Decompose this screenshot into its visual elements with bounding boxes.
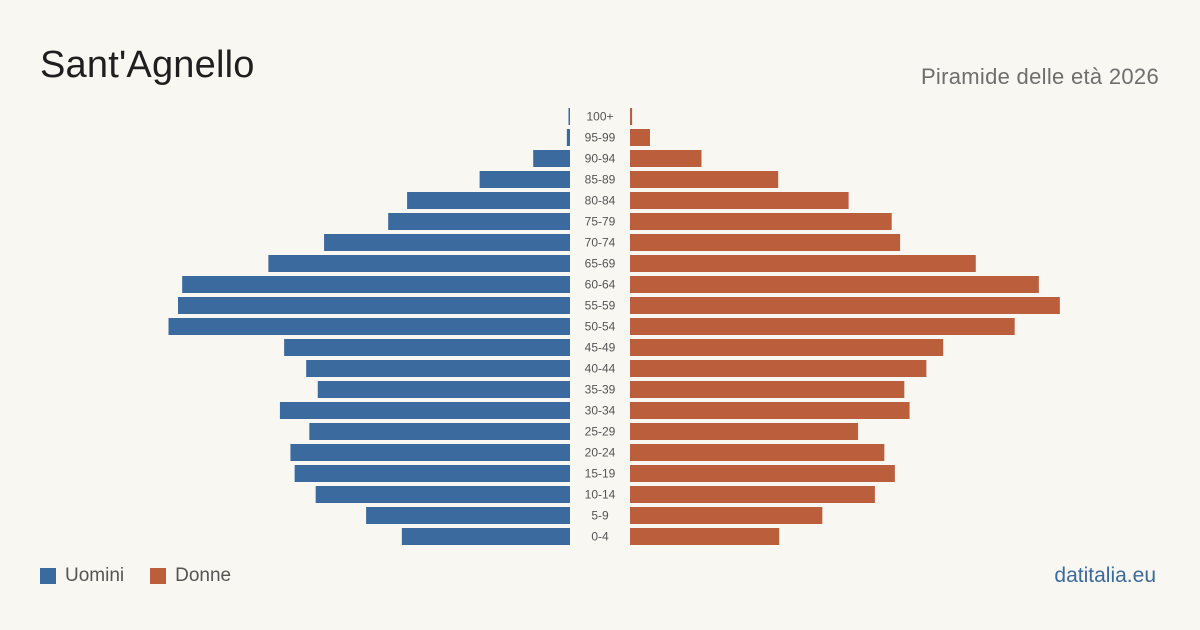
brand-link[interactable]: datitalia.eu [1054, 564, 1156, 587]
age-label-50-54: 50-54 [585, 320, 616, 334]
bar-women-70-74 [630, 234, 901, 251]
bar-women-65-69 [630, 255, 976, 272]
bar-women-60-64 [630, 276, 1039, 293]
bar-men-30-34 [279, 402, 570, 419]
age-label-20-24: 20-24 [585, 446, 616, 460]
bar-men-70-74 [324, 234, 570, 251]
bar-women-50-54 [630, 318, 1015, 335]
age-label-0-4: 0-4 [591, 530, 609, 544]
bar-women-95-99 [630, 129, 650, 146]
page-title: Sant'Agnello [40, 44, 255, 86]
chart-subtitle: Piramide delle età 2026 [920, 64, 1159, 89]
age-label-10-14: 10-14 [585, 488, 616, 502]
bar-women-55-59 [630, 297, 1060, 314]
bar-women-40-44 [630, 360, 927, 377]
age-label-65-69: 65-69 [585, 257, 616, 271]
bar-women-15-19 [630, 465, 895, 482]
legend-swatch-men [40, 568, 56, 584]
age-label-80-84: 80-84 [585, 194, 616, 208]
bar-women-30-34 [630, 402, 910, 419]
bar-men-100+ [568, 108, 570, 125]
bar-men-20-24 [290, 444, 570, 461]
bar-women-35-39 [630, 381, 905, 398]
bar-men-25-29 [309, 423, 570, 440]
bar-men-5-9 [366, 507, 570, 524]
age-label-35-39: 35-39 [585, 383, 616, 397]
bar-men-80-84 [407, 192, 570, 209]
bar-men-95-99 [566, 129, 570, 146]
age-label-70-74: 70-74 [585, 236, 616, 250]
legend-swatch-women [150, 568, 167, 584]
age-label-30-34: 30-34 [585, 404, 616, 418]
age-label-15-19: 15-19 [585, 467, 616, 481]
bar-women-10-14 [630, 486, 875, 503]
bar-women-20-24 [630, 444, 885, 461]
age-label-5-9: 5-9 [591, 509, 609, 523]
bar-men-75-79 [388, 213, 570, 230]
age-label-90-94: 90-94 [585, 152, 616, 166]
legend-item-women: Donne [150, 565, 231, 587]
age-label-25-29: 25-29 [585, 425, 616, 439]
bar-men-85-89 [479, 171, 570, 188]
bar-men-10-14 [315, 486, 570, 503]
age-label-95-99: 95-99 [585, 131, 616, 145]
legend-label-men: Uomini [65, 565, 125, 586]
bar-women-5-9 [630, 507, 823, 524]
bar-women-80-84 [630, 192, 849, 209]
bar-men-90-94 [533, 150, 570, 167]
bar-men-40-44 [306, 360, 570, 377]
legend: Uomini Donne [40, 565, 257, 587]
legend-label-women: Donne [175, 565, 232, 586]
bar-women-85-89 [630, 171, 779, 188]
age-label-85-89: 85-89 [585, 173, 616, 187]
bar-men-15-19 [294, 465, 570, 482]
bar-women-45-49 [630, 339, 944, 356]
bar-men-65-69 [268, 255, 570, 272]
age-label-45-49: 45-49 [585, 341, 616, 355]
bar-women-100+ [630, 108, 633, 125]
bar-men-55-59 [177, 297, 571, 314]
bar-women-25-29 [630, 423, 859, 440]
legend-item-men: Uomini [40, 565, 124, 587]
bar-women-0-4 [630, 528, 780, 545]
bar-men-0-4 [401, 528, 570, 545]
age-label-75-79: 75-79 [585, 215, 616, 229]
bar-men-35-39 [317, 381, 570, 398]
bar-men-45-49 [284, 339, 570, 356]
age-label-55-59: 55-59 [585, 299, 616, 313]
age-label-100+: 100+ [586, 110, 613, 124]
bar-women-75-79 [630, 213, 892, 230]
bar-women-90-94 [630, 150, 702, 167]
age-label-40-44: 40-44 [585, 362, 616, 376]
bar-men-50-54 [168, 318, 570, 335]
bar-men-60-64 [182, 276, 570, 293]
age-label-60-64: 60-64 [585, 278, 616, 292]
